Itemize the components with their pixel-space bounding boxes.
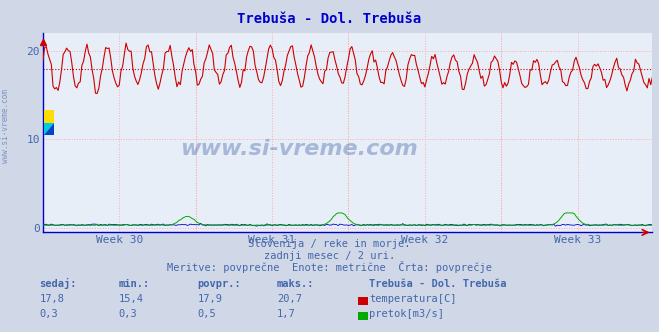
Text: 0,5: 0,5 xyxy=(198,309,216,319)
Text: www.si-vreme.com: www.si-vreme.com xyxy=(1,89,10,163)
Text: pretok[m3/s]: pretok[m3/s] xyxy=(369,309,444,319)
Polygon shape xyxy=(43,123,54,135)
Polygon shape xyxy=(43,110,54,123)
Text: 1,7: 1,7 xyxy=(277,309,295,319)
Text: 20,7: 20,7 xyxy=(277,294,302,304)
Text: min.:: min.: xyxy=(119,279,150,289)
Text: 0,3: 0,3 xyxy=(119,309,137,319)
Text: Trebuša - Dol. Trebuša: Trebuša - Dol. Trebuša xyxy=(369,279,507,289)
Text: 15,4: 15,4 xyxy=(119,294,144,304)
Text: 17,8: 17,8 xyxy=(40,294,65,304)
Text: povpr.:: povpr.: xyxy=(198,279,241,289)
Text: Meritve: povprečne  Enote: metrične  Črta: povprečje: Meritve: povprečne Enote: metrične Črta:… xyxy=(167,261,492,273)
Text: www.si-vreme.com: www.si-vreme.com xyxy=(180,139,418,159)
Text: zadnji mesec / 2 uri.: zadnji mesec / 2 uri. xyxy=(264,251,395,261)
Text: 17,9: 17,9 xyxy=(198,294,223,304)
Text: temperatura[C]: temperatura[C] xyxy=(369,294,457,304)
Text: sedaj:: sedaj: xyxy=(40,278,77,289)
Text: maks.:: maks.: xyxy=(277,279,314,289)
Text: Trebuša - Dol. Trebuša: Trebuša - Dol. Trebuša xyxy=(237,12,422,26)
Text: Slovenija / reke in morje.: Slovenija / reke in morje. xyxy=(248,239,411,249)
Text: 0,3: 0,3 xyxy=(40,309,58,319)
Polygon shape xyxy=(43,123,54,135)
